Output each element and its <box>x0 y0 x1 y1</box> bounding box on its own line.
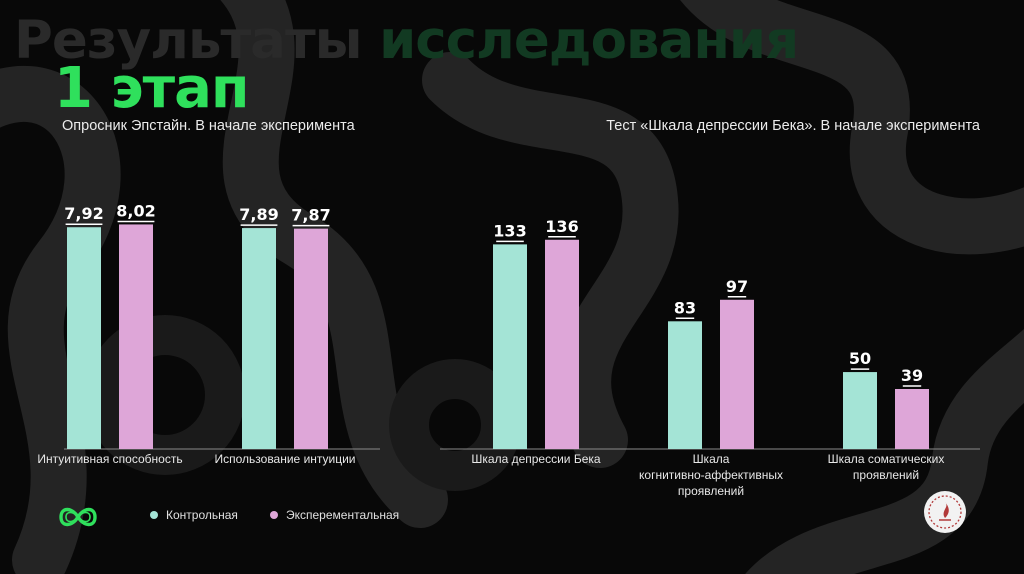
chart-1-value-label: 83 <box>674 298 696 317</box>
legend-control-label: Контрольная <box>166 508 238 522</box>
chart-0-bar <box>242 228 276 449</box>
chart-1-value-label: 136 <box>545 217 578 236</box>
chart-1-value-label: 50 <box>849 349 871 368</box>
chart-1-category-label: Шкала соматических проявлений <box>828 452 945 482</box>
chart-0-bar <box>67 227 101 449</box>
chart-1-value-label: 97 <box>726 277 748 296</box>
chart-1-value-label: 39 <box>901 366 923 385</box>
chart-1-bar <box>545 239 579 449</box>
round-emblem-icon <box>924 491 966 533</box>
chart-0-value-label: 8,02 <box>116 201 155 220</box>
chart-1-value-label: 133 <box>493 221 526 240</box>
infinity-logo-icon <box>59 507 97 527</box>
title-word-1: Результаты <box>14 10 363 71</box>
left-chart-title: Опросник Эпстайн. В начале эксперимента <box>62 118 355 134</box>
emblem-icon-graphic <box>928 495 962 529</box>
legend-control-swatch <box>150 511 158 519</box>
chart-1-bar <box>493 244 527 449</box>
stage-heading: 1 этап <box>54 56 250 121</box>
chart-0-category-label: Использование интуиции <box>214 452 355 466</box>
chart-1-bar <box>668 321 702 449</box>
chart-1-bar <box>843 372 877 449</box>
title-word-2: исследования <box>379 10 799 71</box>
chart-0-bar <box>294 228 328 449</box>
chart-0-category-label: Интуитивная способность <box>37 452 182 466</box>
chart-0-value-label: 7,89 <box>239 205 278 224</box>
page-title: Результаты исследования <box>14 10 799 71</box>
chart-1-bar <box>720 299 754 449</box>
chart-1-category-label: Шкала депрессии Бека <box>471 452 601 466</box>
legend-experimental-label: Эксперементальная <box>286 508 400 522</box>
chart-1-bar <box>895 389 929 449</box>
right-chart-title: Тест «Шкала депрессии Бека». В начале эк… <box>606 118 980 134</box>
legend-experimental-swatch <box>270 511 278 519</box>
legend-experimental: Эксперементальная <box>270 508 399 522</box>
chart-0-value-label: 7,92 <box>64 204 103 223</box>
chart-0-value-label: 7,87 <box>291 206 330 225</box>
chart-1-category-label: Шкала когнитивно-аффективных проявлений <box>639 452 783 498</box>
legend-control: Контрольная <box>150 508 238 522</box>
chart-0-bar <box>119 224 153 449</box>
